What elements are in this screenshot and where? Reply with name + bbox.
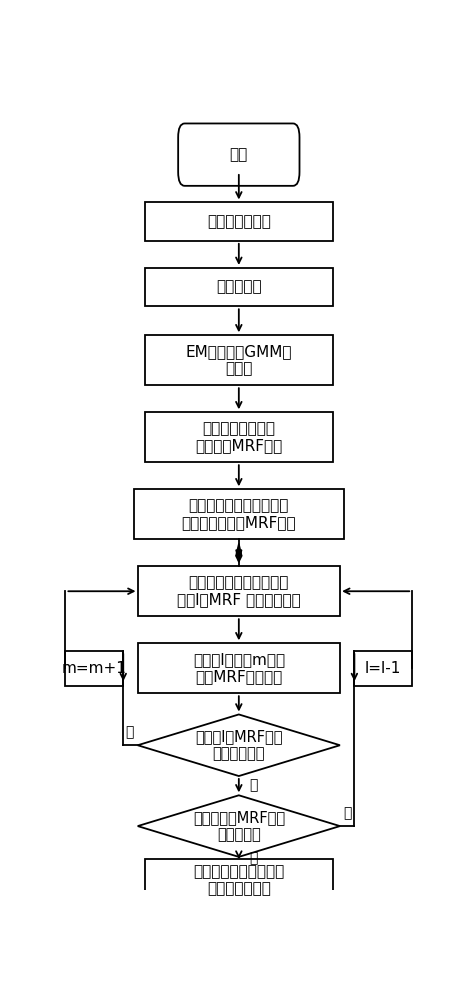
Bar [138, 566, 340, 616]
Text: 建立融合边缘保持的局部
区域交互多尺度MRF模型: 建立融合边缘保持的局部 区域交互多尺度MRF模型 [182, 498, 296, 530]
Text: EM算法估计GMM模
型参数: EM算法估计GMM模 型参数 [185, 344, 292, 376]
Text: 否: 否 [343, 806, 352, 820]
Text: 建立局部区域交互
的多尺度MRF模型: 建立局部区域交互 的多尺度MRF模型 [195, 421, 282, 453]
Text: 输入待分割图像: 输入待分割图像 [207, 214, 271, 229]
Text: 开始: 开始 [230, 147, 248, 162]
Text: 判断多尺度MRF模型
是否遍历完: 判断多尺度MRF模型 是否遍历完 [193, 810, 285, 842]
Bar [145, 859, 333, 901]
Text: 否: 否 [126, 725, 134, 739]
Bar [138, 643, 340, 693]
Text: m=m+1: m=m+1 [62, 661, 127, 676]
Bar [355, 651, 412, 686]
Bar [65, 651, 123, 686]
Bar [145, 335, 333, 385]
Text: 输出估计的最优标签场
为最终分割结果: 输出估计的最优标签场 为最终分割结果 [193, 864, 284, 896]
Text: 是: 是 [250, 851, 258, 865]
Polygon shape [236, 544, 242, 556]
Polygon shape [138, 714, 340, 776]
Bar [145, 202, 333, 241]
FancyBboxPatch shape [178, 123, 300, 186]
Text: l=l-1: l=l-1 [365, 661, 402, 676]
Bar [134, 489, 343, 539]
Bar [145, 412, 333, 462]
Bar [145, 268, 333, 306]
Text: 利用区域置信度传播算法
对第l层MRF 模型进行推理: 利用区域置信度传播算法 对第l层MRF 模型进行推理 [177, 575, 301, 607]
Text: 判断第l层MRF模型
推理是否收敛: 判断第l层MRF模型 推理是否收敛 [195, 729, 282, 761]
Polygon shape [236, 550, 242, 562]
Text: 计算第l层的第m次迭
代的MRF全局能量: 计算第l层的第m次迭 代的MRF全局能量 [193, 652, 285, 684]
Text: 参数初始化: 参数初始化 [216, 280, 261, 295]
Text: 是: 是 [250, 779, 258, 793]
Polygon shape [138, 795, 340, 857]
